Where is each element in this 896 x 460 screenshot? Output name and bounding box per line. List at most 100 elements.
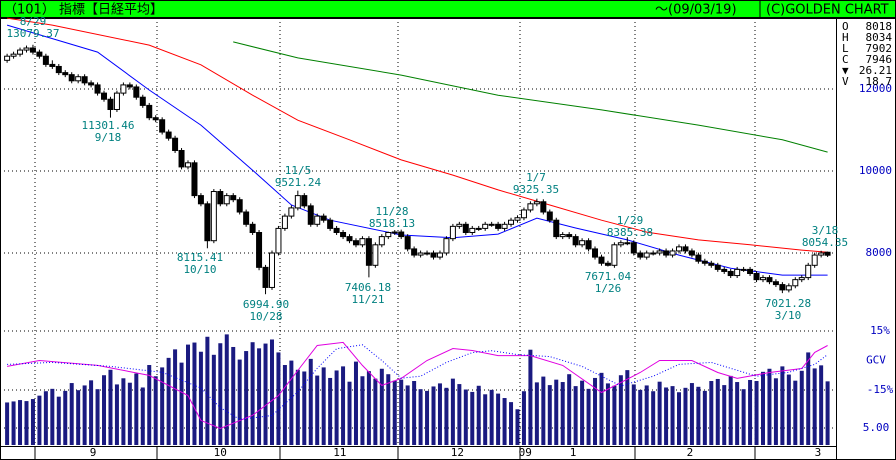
volume-bar — [244, 351, 249, 445]
volume-bar — [30, 399, 35, 445]
candle-body — [579, 240, 586, 246]
candle-body — [268, 252, 275, 288]
candle-body — [307, 205, 314, 225]
osc-label: GCV — [866, 353, 886, 366]
volume-bar — [825, 381, 830, 445]
y-tick-label: 12000 — [859, 82, 892, 95]
volume-bar — [677, 392, 682, 445]
volume-bar — [341, 366, 346, 445]
candle-body — [701, 260, 708, 264]
candle-body — [4, 55, 11, 61]
info-label: V — [842, 75, 849, 88]
info-value: 18.7 — [866, 75, 893, 88]
volume-bar — [748, 379, 753, 445]
volume-bar — [69, 383, 74, 445]
candle-body — [23, 47, 30, 51]
candle-body — [340, 232, 347, 238]
x-tick-label: 12 — [451, 446, 464, 459]
volume-bar — [153, 376, 158, 445]
candle-body — [456, 223, 463, 227]
volume-bar — [567, 374, 572, 445]
x-tick-label: 09 — [519, 446, 532, 459]
candle-body — [275, 227, 282, 254]
candle-body — [753, 273, 760, 281]
volume-bar — [580, 380, 585, 445]
volume-bar — [450, 378, 455, 445]
volume-bar — [806, 352, 811, 445]
volume-bar — [127, 382, 132, 445]
annotation: 11/21 — [351, 293, 384, 306]
volume-bar — [366, 371, 371, 445]
candle-body — [411, 248, 418, 256]
info-value: 7946 — [866, 53, 893, 66]
volume-bar — [321, 367, 326, 445]
candle-body — [126, 84, 133, 88]
volume-bar — [50, 388, 55, 445]
annotation: 8/29 — [20, 15, 47, 28]
volume-bar — [483, 394, 488, 445]
volume-bar — [315, 375, 320, 445]
volume-bar — [457, 384, 462, 445]
volume-bar — [179, 362, 184, 445]
candle-body — [42, 55, 49, 65]
volume-bar — [37, 395, 42, 445]
volume-bar — [198, 351, 203, 445]
volume-bar — [625, 370, 630, 445]
annotation: 9521.24 — [275, 176, 322, 189]
candle-body — [391, 231, 398, 234]
candle-body — [352, 240, 359, 246]
volume-bar — [437, 383, 442, 445]
candle-body — [766, 277, 773, 283]
volume-bar — [24, 401, 29, 445]
candle-body — [734, 268, 741, 277]
candle-body — [501, 223, 508, 229]
candle-body — [811, 254, 818, 266]
annotation: 8518.13 — [369, 217, 415, 230]
volume-bar — [586, 388, 591, 445]
candle-body — [223, 195, 230, 205]
annotation: 11301.46 — [82, 119, 135, 132]
candle-body — [747, 268, 754, 275]
candle-body — [656, 250, 663, 254]
candle-body — [714, 264, 721, 270]
volume-bar — [521, 391, 526, 445]
volume-bar — [134, 373, 139, 445]
candle-body — [36, 51, 43, 57]
volume-bar — [392, 380, 397, 445]
candle-body — [385, 232, 392, 238]
candle-body — [443, 238, 450, 254]
volume-bar — [689, 383, 694, 445]
volume-bar — [147, 365, 152, 445]
volume-bar — [463, 389, 468, 445]
y-tick-label: 10000 — [859, 164, 892, 177]
volume-bar — [767, 368, 772, 445]
volume-bar — [82, 385, 87, 445]
candle-body — [217, 191, 224, 205]
volume-bar — [412, 381, 417, 445]
volume-bar — [605, 383, 610, 445]
volume-bar — [95, 389, 100, 445]
candle-body — [663, 250, 670, 256]
candle-body — [637, 252, 644, 258]
annotation: 13079.37 — [7, 27, 60, 40]
annotation: 8054.35 — [802, 236, 848, 249]
candle-body — [191, 162, 198, 197]
volume-bar — [386, 374, 391, 445]
candle-body — [520, 209, 527, 219]
candle-body — [204, 203, 211, 242]
volume-bar — [741, 389, 746, 445]
volume-bar — [644, 385, 649, 445]
candle-body — [695, 254, 702, 262]
volume-bar — [670, 386, 675, 445]
volume-bar — [780, 366, 785, 445]
volume-bar — [282, 365, 287, 445]
volume-bar — [812, 368, 817, 445]
candle-body — [281, 215, 288, 229]
volume-bar — [360, 376, 365, 445]
candle-body — [759, 277, 766, 281]
annotation: 11/28 — [375, 205, 408, 218]
candle-body — [508, 219, 515, 225]
candle-body — [398, 231, 405, 238]
volume-bar — [276, 352, 281, 445]
info-value: 8034 — [866, 31, 893, 44]
